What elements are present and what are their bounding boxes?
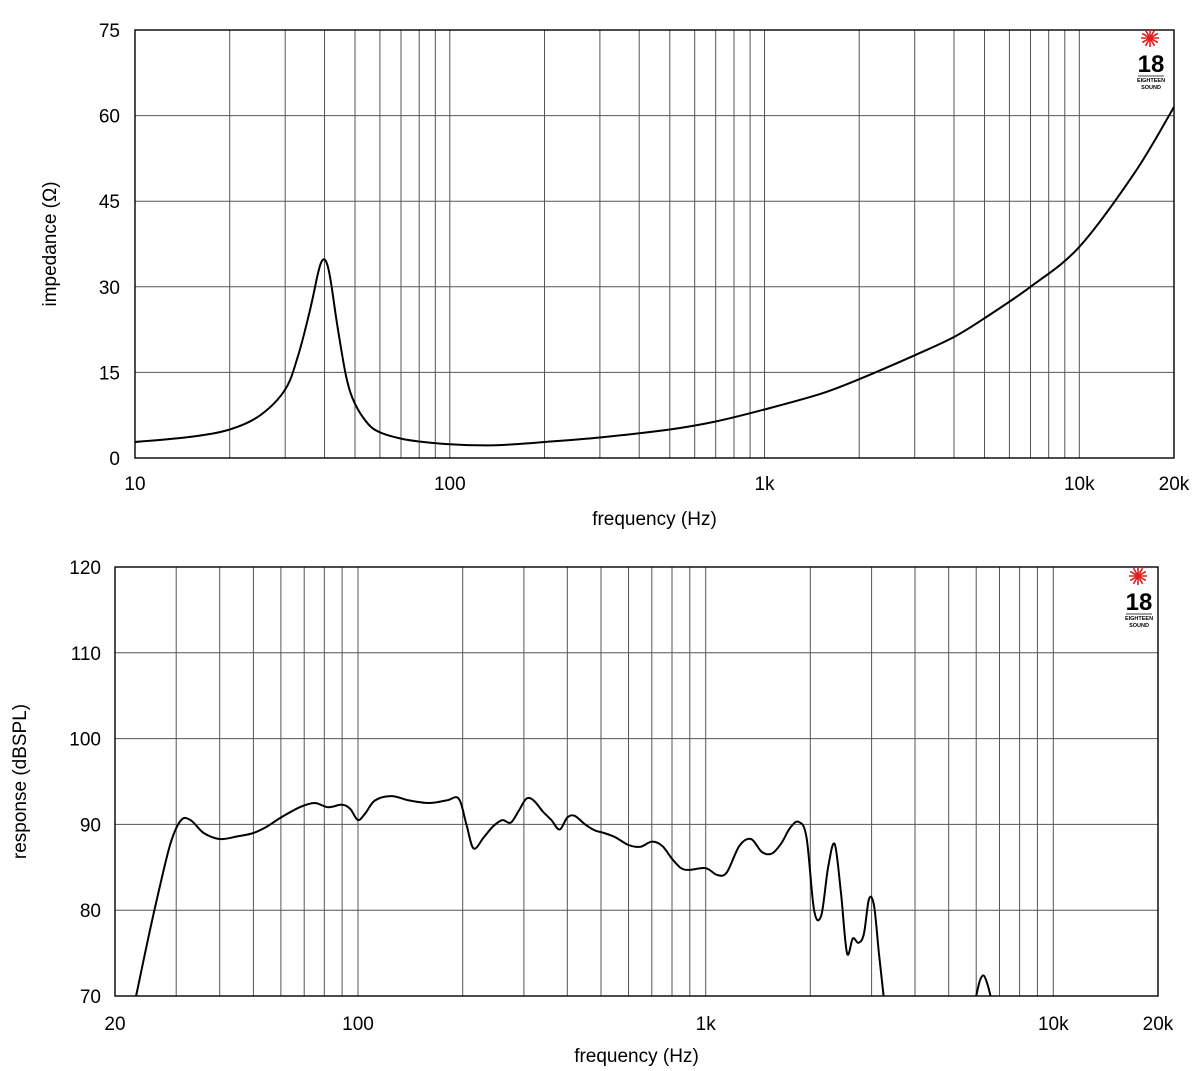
x-tick-label: 100 bbox=[342, 1014, 374, 1035]
y-tick-label: 70 bbox=[80, 987, 101, 1008]
y-axis-label: response (dBSPL) bbox=[10, 704, 31, 859]
plot-frame bbox=[134, 29, 1175, 459]
x-tick-label: 1k bbox=[754, 474, 775, 495]
plot-frame bbox=[114, 566, 1159, 997]
x-axis-label: frequency (Hz) bbox=[592, 509, 717, 530]
x-tick-label: 100 bbox=[434, 474, 466, 495]
y-tick-label: 75 bbox=[99, 21, 120, 42]
horizontal-gridlines bbox=[135, 115, 1174, 373]
logo-subtext-2: SOUND bbox=[1129, 623, 1149, 629]
y-tick-label: 30 bbox=[99, 278, 120, 299]
vertical-gridlines bbox=[229, 30, 1080, 458]
x-tick-label: 20k bbox=[1159, 474, 1190, 495]
chart-1: 0 15 30 45 60 75 10 100 1k 10k 20k frequency (Hz) im… bbox=[40, 21, 1190, 530]
chart-2: 70 80 90 100 110 120 20 100 1k 10k 20k frequency (H… bbox=[10, 558, 1174, 1067]
logo-star-icon bbox=[1129, 567, 1147, 585]
logo-number: 18 bbox=[1138, 51, 1165, 78]
vertical-gridlines bbox=[175, 567, 1054, 996]
x-tick-label: 10k bbox=[1038, 1014, 1069, 1035]
y-tick-label: 120 bbox=[69, 558, 101, 579]
x-tick-label: 20k bbox=[1143, 1014, 1174, 1035]
y-tick-label: 45 bbox=[99, 192, 120, 213]
logo-number: 18 bbox=[1126, 589, 1153, 616]
x-tick-label: 10k bbox=[1064, 474, 1095, 495]
horizontal-gridlines bbox=[115, 652, 1158, 911]
series-line-1 bbox=[135, 106, 1174, 447]
x-tick-label: 20 bbox=[104, 1014, 125, 1035]
y-tick-label: 80 bbox=[80, 901, 101, 922]
x-tick-label: 1k bbox=[696, 1014, 717, 1035]
y-axis-label: impedance (Ω) bbox=[40, 181, 61, 306]
y-tick-label: 15 bbox=[99, 363, 120, 384]
y-tick-label: 100 bbox=[69, 730, 101, 751]
logo-subtext-1: EIGHTEEN bbox=[1125, 616, 1153, 622]
y-tick-label: 0 bbox=[109, 449, 120, 470]
series-line-2 bbox=[975, 974, 992, 996]
logo-subtext-1: EIGHTEEN bbox=[1137, 78, 1165, 84]
logo-subtext-2: SOUND bbox=[1141, 85, 1161, 91]
x-tick-label: 10 bbox=[124, 474, 145, 495]
logo-star-icon bbox=[1141, 29, 1159, 47]
y-tick-label: 90 bbox=[80, 815, 101, 836]
series-line-1 bbox=[135, 795, 885, 996]
y-tick-label: 60 bbox=[99, 107, 120, 128]
x-axis-label: frequency (Hz) bbox=[574, 1046, 699, 1067]
y-tick-label: 110 bbox=[71, 644, 101, 665]
